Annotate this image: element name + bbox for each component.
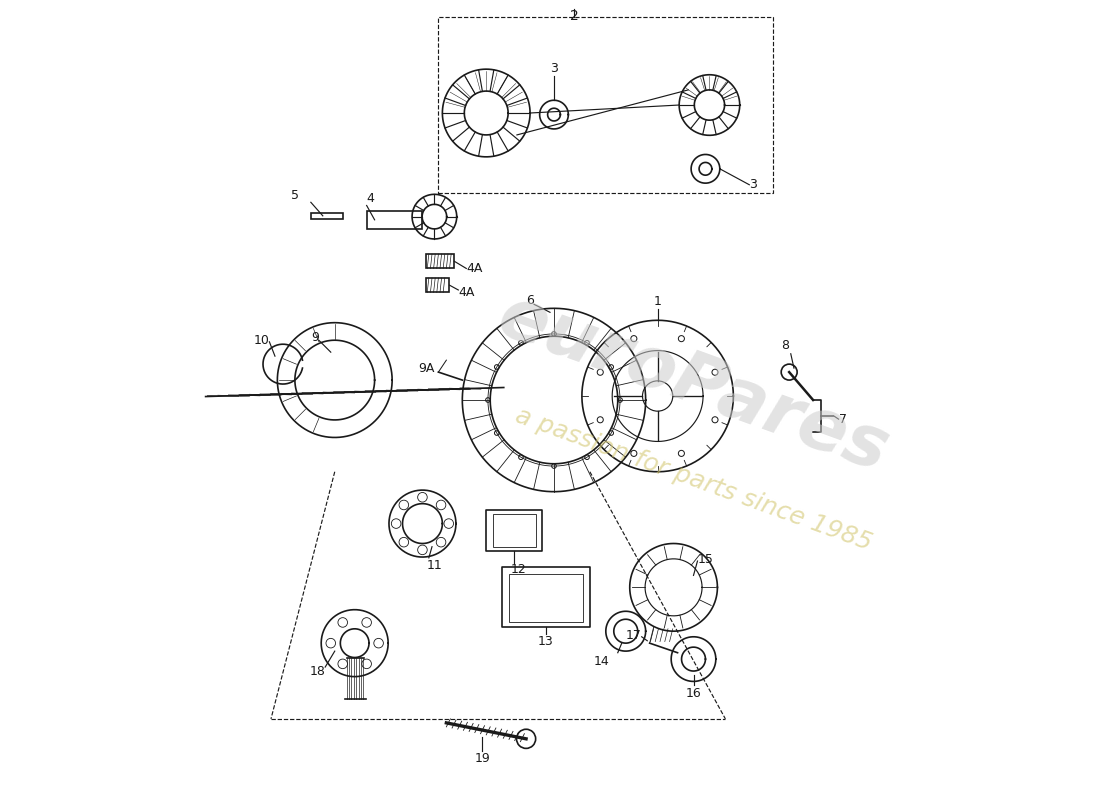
Text: a passion for parts since 1985: a passion for parts since 1985 xyxy=(512,404,876,555)
Text: 3: 3 xyxy=(550,62,558,74)
Bar xyxy=(508,574,583,622)
Text: 4A: 4A xyxy=(466,262,483,275)
Text: 13: 13 xyxy=(538,635,554,648)
Text: 4: 4 xyxy=(366,192,374,205)
Text: 3: 3 xyxy=(749,178,757,191)
Text: 14: 14 xyxy=(594,655,609,668)
Text: 12: 12 xyxy=(510,563,526,577)
Bar xyxy=(427,254,454,269)
Bar xyxy=(366,211,422,229)
Text: 10: 10 xyxy=(253,334,270,346)
Text: 8: 8 xyxy=(781,339,789,352)
Text: 5: 5 xyxy=(290,190,299,202)
Text: 9: 9 xyxy=(311,331,319,344)
Bar xyxy=(486,510,542,551)
Bar xyxy=(493,514,536,546)
Text: 9A: 9A xyxy=(418,362,434,374)
Text: 11: 11 xyxy=(427,559,442,573)
Text: 17: 17 xyxy=(626,629,641,642)
Text: 19: 19 xyxy=(474,752,491,766)
Text: 16: 16 xyxy=(685,687,702,700)
Text: 1: 1 xyxy=(653,295,661,308)
Text: 7: 7 xyxy=(838,414,847,426)
Bar xyxy=(503,567,590,627)
Text: 4A: 4A xyxy=(459,286,475,299)
Bar xyxy=(439,18,773,193)
Text: 18: 18 xyxy=(309,665,326,678)
Bar xyxy=(427,278,449,292)
Text: 15: 15 xyxy=(697,553,714,566)
Text: euroPares: euroPares xyxy=(488,282,898,486)
Text: 2: 2 xyxy=(570,10,579,23)
Text: 6: 6 xyxy=(526,294,535,307)
Bar xyxy=(311,213,343,219)
